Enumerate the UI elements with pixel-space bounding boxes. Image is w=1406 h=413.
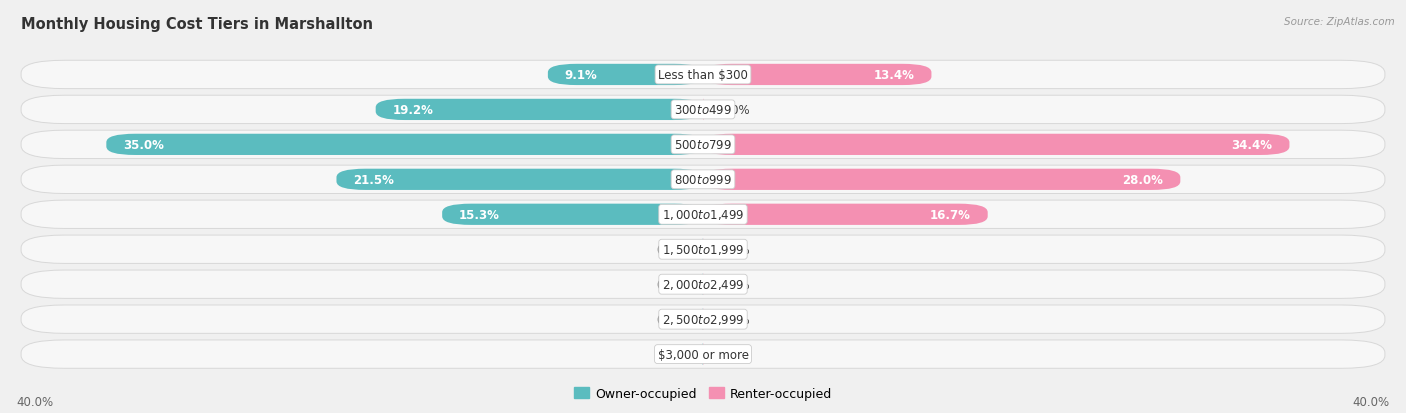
Text: $3,000 or more: $3,000 or more: [658, 348, 748, 361]
Legend: Owner-occupied, Renter-occupied: Owner-occupied, Renter-occupied: [568, 382, 838, 405]
FancyBboxPatch shape: [21, 166, 1385, 194]
Text: $2,500 to $2,999: $2,500 to $2,999: [662, 312, 744, 326]
FancyBboxPatch shape: [21, 201, 1385, 229]
Text: 21.5%: 21.5%: [353, 173, 394, 186]
Text: 19.2%: 19.2%: [392, 104, 433, 116]
Text: 16.7%: 16.7%: [929, 208, 970, 221]
Text: 0.0%: 0.0%: [657, 278, 686, 291]
Text: 35.0%: 35.0%: [124, 138, 165, 152]
FancyBboxPatch shape: [441, 204, 703, 225]
Text: $500 to $799: $500 to $799: [673, 138, 733, 152]
Text: 28.0%: 28.0%: [1122, 173, 1164, 186]
Text: $300 to $499: $300 to $499: [673, 104, 733, 116]
FancyBboxPatch shape: [107, 134, 703, 156]
FancyBboxPatch shape: [336, 169, 703, 190]
Text: 0.0%: 0.0%: [720, 348, 749, 361]
FancyBboxPatch shape: [703, 134, 1289, 156]
Text: Source: ZipAtlas.com: Source: ZipAtlas.com: [1284, 17, 1395, 26]
FancyBboxPatch shape: [21, 131, 1385, 159]
FancyBboxPatch shape: [21, 271, 1385, 299]
Text: $1,000 to $1,499: $1,000 to $1,499: [662, 208, 744, 222]
FancyBboxPatch shape: [21, 96, 1385, 124]
FancyBboxPatch shape: [375, 100, 703, 121]
FancyBboxPatch shape: [548, 65, 703, 86]
Text: 40.0%: 40.0%: [17, 395, 53, 408]
Text: Less than $300: Less than $300: [658, 69, 748, 82]
Text: 15.3%: 15.3%: [458, 208, 501, 221]
Text: 0.0%: 0.0%: [657, 243, 686, 256]
FancyBboxPatch shape: [21, 235, 1385, 264]
Text: 0.0%: 0.0%: [657, 348, 686, 361]
Text: Monthly Housing Cost Tiers in Marshallton: Monthly Housing Cost Tiers in Marshallto…: [21, 17, 373, 31]
Text: 0.0%: 0.0%: [720, 104, 749, 116]
Text: 40.0%: 40.0%: [1353, 395, 1389, 408]
FancyBboxPatch shape: [21, 305, 1385, 334]
Text: $800 to $999: $800 to $999: [673, 173, 733, 186]
Text: $1,500 to $1,999: $1,500 to $1,999: [662, 243, 744, 256]
Text: 34.4%: 34.4%: [1232, 138, 1272, 152]
Text: $2,000 to $2,499: $2,000 to $2,499: [662, 278, 744, 292]
Text: 0.0%: 0.0%: [657, 313, 686, 326]
Text: 0.0%: 0.0%: [720, 243, 749, 256]
Text: 0.0%: 0.0%: [720, 278, 749, 291]
Text: 0.0%: 0.0%: [720, 313, 749, 326]
FancyBboxPatch shape: [703, 169, 1181, 190]
Text: 13.4%: 13.4%: [873, 69, 914, 82]
FancyBboxPatch shape: [21, 61, 1385, 89]
FancyBboxPatch shape: [703, 65, 931, 86]
Text: 9.1%: 9.1%: [565, 69, 598, 82]
FancyBboxPatch shape: [703, 204, 987, 225]
FancyBboxPatch shape: [21, 340, 1385, 368]
